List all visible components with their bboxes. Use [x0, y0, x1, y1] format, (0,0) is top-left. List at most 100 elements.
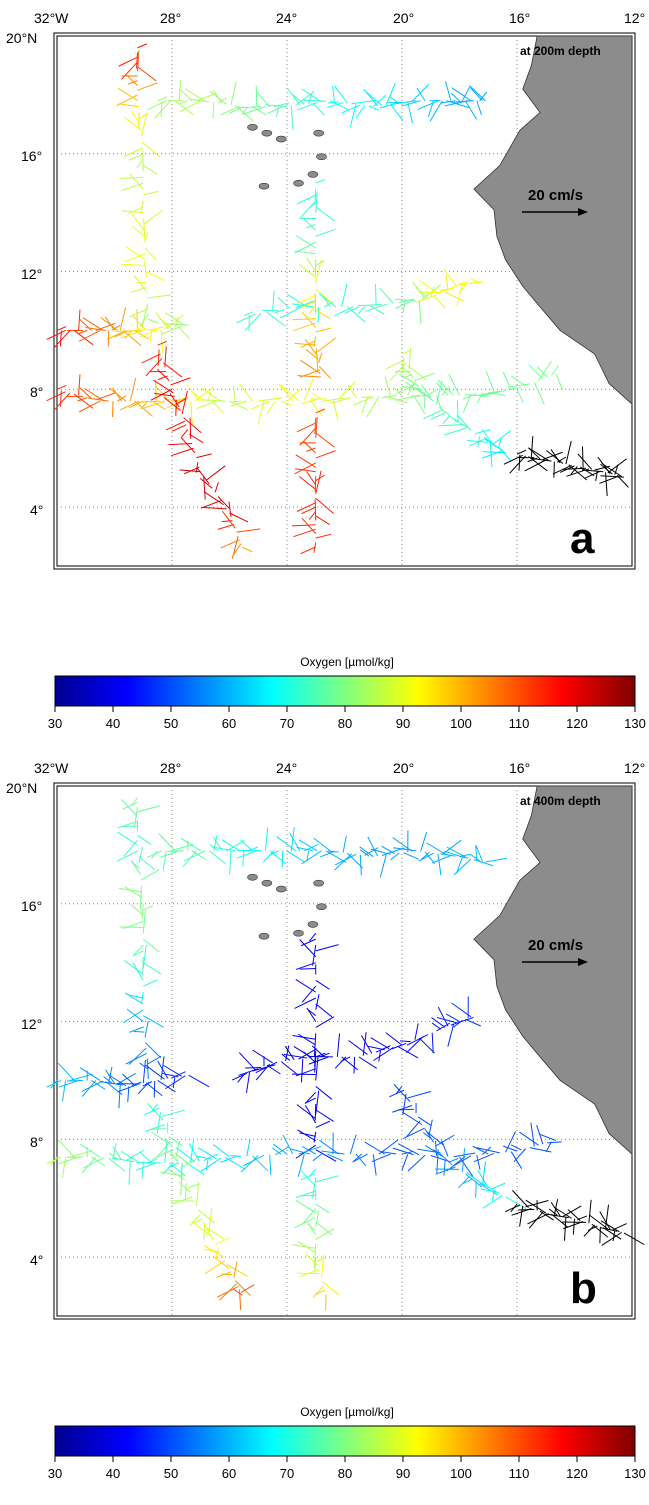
colorbar-tick-label: 50 — [164, 716, 178, 731]
colorbar-tick-label: 50 — [164, 1466, 178, 1481]
colorbar-tick-label: 120 — [566, 716, 588, 731]
island — [259, 933, 269, 939]
y-label-2: 12° — [21, 266, 42, 282]
colorbar-tick-label: 40 — [106, 716, 120, 731]
island — [317, 904, 327, 910]
island — [276, 136, 286, 142]
colorbar-tick-label: 80 — [338, 716, 352, 731]
island — [259, 183, 269, 189]
colorbar-tick-label: 60 — [222, 1466, 236, 1481]
island — [294, 930, 304, 936]
colorbar-tick-label: 130 — [624, 716, 646, 731]
island — [262, 130, 272, 136]
velocity-arrow — [318, 307, 319, 323]
island — [294, 180, 304, 186]
velocity-arrow — [113, 401, 114, 417]
island — [314, 880, 324, 886]
x-label-3: 20° — [393, 10, 414, 26]
velocity-arrow — [457, 401, 458, 422]
panel-letter: a — [570, 514, 595, 563]
velocity-arrow — [122, 826, 138, 827]
y-label-2: 12° — [21, 1016, 42, 1032]
x-label-5: 12° — [624, 760, 645, 776]
x-label-2: 24° — [276, 10, 297, 26]
velocity-arrow — [67, 1080, 83, 1081]
island — [262, 880, 272, 886]
colorbar-tick-label: 130 — [624, 1466, 646, 1481]
y-label-0: 20°N — [6, 780, 37, 796]
velocity-arrow — [213, 103, 214, 119]
x-label-4: 16° — [509, 10, 530, 26]
scale-label: 20 cm/s — [528, 187, 583, 204]
y-label-3: 8° — [30, 384, 43, 400]
velocity-arrow — [150, 1129, 166, 1130]
x-label-3: 20° — [393, 760, 414, 776]
velocity-arrow — [600, 1227, 601, 1244]
colorbar-tick-label: 60 — [222, 716, 236, 731]
panel-letter: b — [570, 1264, 597, 1313]
velocity-arrow — [518, 1209, 534, 1210]
y-label-1: 16° — [21, 898, 42, 914]
x-label-0: 32°W — [34, 10, 69, 26]
velocity-arrow — [326, 1294, 327, 1311]
colorbar-tick-label: 110 — [509, 716, 530, 731]
velocity-arrow — [256, 85, 257, 106]
colorbar-tick-label: 120 — [566, 1466, 588, 1481]
velocity-arrow — [354, 1057, 355, 1074]
x-label-2: 24° — [276, 760, 297, 776]
island — [314, 130, 324, 136]
colorbar-tick-label: 90 — [396, 1466, 410, 1481]
panel-b-canvas: 32°W 28° 24° 20° 16° 12° 20°N 16° 12° 8°… — [0, 750, 649, 1500]
y-label-4: 4° — [30, 1252, 43, 1268]
velocity-arrow — [398, 1109, 414, 1110]
colorbar-tick-label: 30 — [48, 1466, 62, 1481]
colorbar-tick-label: 80 — [338, 1466, 352, 1481]
colorbar-tick-label: 100 — [450, 1466, 472, 1481]
velocity-arrow — [190, 418, 191, 439]
island — [248, 124, 258, 130]
island — [308, 921, 318, 927]
velocity-arrow — [315, 499, 316, 520]
x-label-1: 28° — [160, 760, 181, 776]
colorbar-title: Oxygen [µmol/kg] — [300, 1405, 394, 1419]
x-label-4: 16° — [509, 760, 530, 776]
velocity-arrow — [67, 1157, 83, 1158]
island — [276, 886, 286, 892]
velocity-arrow — [300, 969, 316, 970]
panel-a-canvas: 32°W 28° 24° 20° 16° 12° 20°N 16° 12° 8°… — [0, 0, 649, 750]
y-label-4: 4° — [30, 502, 43, 518]
colorbar-tick-label: 40 — [106, 1466, 120, 1481]
velocity-arrow — [582, 446, 583, 467]
velocity-arrow — [143, 957, 144, 974]
velocity-arrow — [168, 851, 184, 852]
velocity-arrow — [143, 150, 144, 171]
depth-label: at 400m depth — [520, 794, 601, 808]
island — [248, 874, 258, 880]
map-a — [47, 33, 635, 569]
velocity-arrow — [154, 1081, 155, 1098]
velocity-arrow — [282, 851, 283, 868]
velocity-arrow — [139, 113, 140, 129]
y-label-0: 20°N — [6, 30, 37, 46]
colorbar-tick-label: 30 — [48, 716, 62, 731]
depth-label: at 200m depth — [520, 44, 601, 58]
velocity-arrow — [315, 260, 316, 276]
y-label-3: 8° — [30, 1134, 43, 1150]
colorbar — [55, 676, 635, 706]
velocity-arrow — [375, 284, 376, 305]
velocity-arrow — [300, 1195, 316, 1196]
velocity-arrow — [554, 462, 555, 478]
panel-b: 32°W 28° 24° 20° 16° 12° 20°N 16° 12° 8°… — [0, 750, 649, 1500]
colorbar-title: Oxygen [µmol/kg] — [300, 655, 394, 669]
x-label-0: 32°W — [34, 760, 69, 776]
island — [308, 171, 318, 177]
scale-label: 20 cm/s — [528, 937, 583, 954]
velocity-arrow — [245, 1067, 261, 1068]
x-label-5: 12° — [624, 10, 645, 26]
panel-a: 32°W 28° 24° 20° 16° 12° 20°N 16° 12° 8°… — [0, 0, 649, 750]
colorbar — [55, 1426, 635, 1456]
colorbar-tick-label: 90 — [396, 716, 410, 731]
velocity-arrow — [476, 1181, 477, 1198]
